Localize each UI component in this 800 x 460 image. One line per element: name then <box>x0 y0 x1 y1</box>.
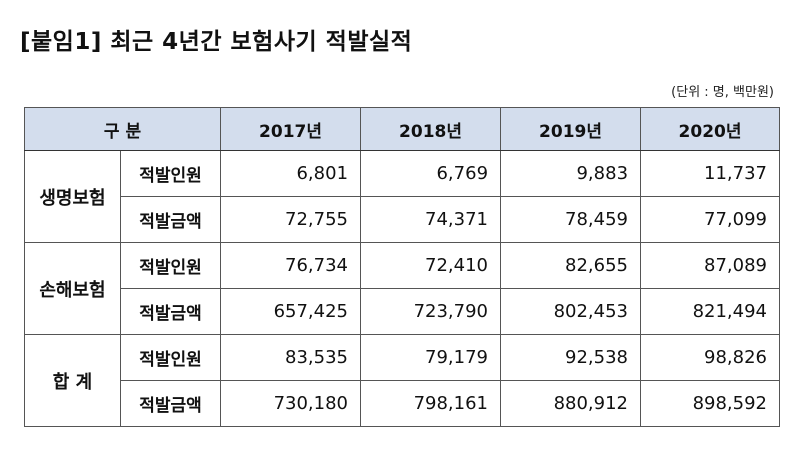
table-cell: 76,734 <box>220 242 362 289</box>
table-cell: 83,535 <box>220 334 362 381</box>
table-cell: 798,161 <box>360 380 502 427</box>
row-label: 적발인원 <box>119 242 222 289</box>
table-header-row: 구 분 2017년 2018년 2019년 2020년 <box>23 107 781 151</box>
row-label: 적발인원 <box>119 150 222 197</box>
table-row: 적발금액 72,755 74,371 78,459 77,099 <box>25 196 781 243</box>
table-row: 적발금액 730,180 798,161 880,912 898,592 <box>25 380 781 427</box>
table-cell: 9,883 <box>500 150 642 197</box>
group-label: 손해보험 <box>24 242 121 335</box>
table-cell: 72,755 <box>220 196 362 243</box>
table-cell: 657,425 <box>220 288 362 335</box>
table-cell: 92,538 <box>500 334 642 381</box>
table-cell: 87,089 <box>640 242 781 289</box>
table-row: 손해보험 적발인원 76,734 72,410 82,655 87,089 <box>24 242 781 335</box>
row-label: 적발금액 <box>119 196 222 243</box>
table-cell: 78,459 <box>500 196 642 243</box>
page-title: [붙임1] 최근 4년간 보험사기 적발실적 <box>20 29 413 55</box>
group-label: 생명보험 <box>24 150 121 243</box>
unit-note: (단위 : 명, 백만원) <box>671 85 774 100</box>
table-row: 적발금액 657,425 723,790 802,453 821,494 <box>25 288 781 335</box>
fraud-stats-table: 구 분 2017년 2018년 2019년 2020년 생명보험 적발인원 6,… <box>23 107 781 427</box>
header-year: 2020년 <box>640 107 781 151</box>
table-cell: 74,371 <box>360 196 502 243</box>
table-cell: 72,410 <box>360 242 502 289</box>
table-cell: 6,801 <box>220 150 362 197</box>
table-cell: 6,769 <box>360 150 502 197</box>
row-label: 적발금액 <box>119 288 222 335</box>
table-row: 생명보험 적발인원 6,801 6,769 9,883 11,737 <box>24 150 781 243</box>
table-cell: 79,179 <box>360 334 502 381</box>
row-label: 적발금액 <box>119 380 222 427</box>
group-label: 합 계 <box>24 334 121 427</box>
table-row: 합 계 적발인원 83,535 79,179 92,538 98,826 <box>24 334 781 427</box>
table-cell: 98,826 <box>640 334 781 381</box>
table-cell: 77,099 <box>640 196 781 243</box>
header-year: 2018년 <box>360 107 502 151</box>
table-cell: 821,494 <box>640 288 781 335</box>
header-year: 2019년 <box>500 107 642 151</box>
table-cell: 880,912 <box>500 380 642 427</box>
table-cell: 723,790 <box>360 288 502 335</box>
header-year: 2017년 <box>220 107 362 151</box>
table-cell: 82,655 <box>500 242 642 289</box>
header-category: 구 분 <box>23 107 222 151</box>
table-cell: 730,180 <box>220 380 362 427</box>
row-label: 적발인원 <box>119 334 222 381</box>
table-cell: 898,592 <box>640 380 781 427</box>
table-cell: 11,737 <box>640 150 781 197</box>
table-cell: 802,453 <box>500 288 642 335</box>
